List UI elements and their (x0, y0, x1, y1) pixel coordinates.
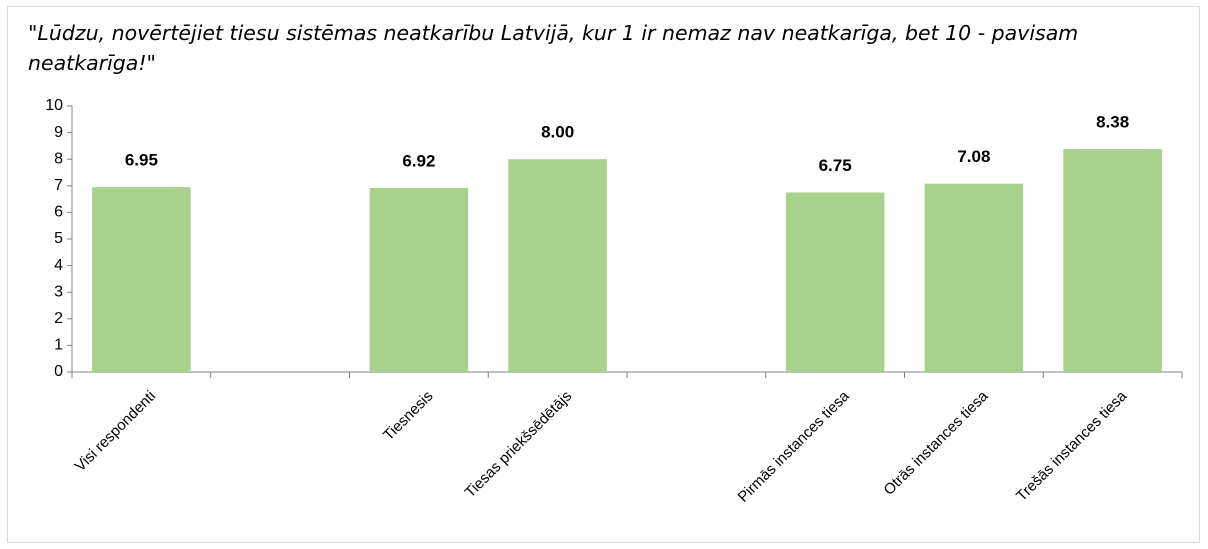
y-tick-label: 6 (54, 204, 63, 221)
x-tick-label: Tiesnesis (380, 388, 436, 444)
bar (369, 187, 469, 372)
y-tick-label: 1 (54, 337, 63, 354)
value-label: 7.08 (957, 147, 990, 166)
bar (785, 192, 885, 372)
bar (92, 187, 191, 372)
y-tick-label: 0 (54, 363, 63, 380)
y-tick-label: 3 (54, 283, 63, 300)
y-tick-label: 8 (54, 150, 63, 167)
y-tick-label: 7 (54, 177, 63, 194)
chart-border (7, 6, 1200, 543)
bar (508, 159, 607, 372)
y-tick-label: 4 (54, 257, 63, 274)
bar (924, 183, 1024, 372)
value-label: 8.38 (1096, 113, 1129, 132)
x-tick-label: Tiesas priekšsēdētājs (462, 388, 576, 502)
x-tick-label: Pirmās instances tiesa (735, 387, 854, 506)
x-tick-label: Trešās instances tiesa (1013, 387, 1131, 505)
value-label: 6.92 (402, 151, 435, 170)
y-tick-label: 5 (54, 230, 63, 247)
x-tick-label: Visi respondenti (72, 388, 159, 475)
chart-title: "Lūdzu, novērtējiet tiesu sistēmas neatk… (28, 21, 1079, 75)
x-tick-label: Otrās instances tiesa (880, 387, 992, 499)
value-label: 6.95 (125, 151, 158, 170)
value-label: 6.75 (819, 156, 852, 175)
y-tick-label: 2 (54, 310, 63, 327)
value-label: 8.00 (541, 123, 574, 142)
bar (1063, 149, 1162, 372)
y-tick-label: 10 (45, 97, 63, 114)
y-tick-label: 9 (54, 124, 63, 141)
